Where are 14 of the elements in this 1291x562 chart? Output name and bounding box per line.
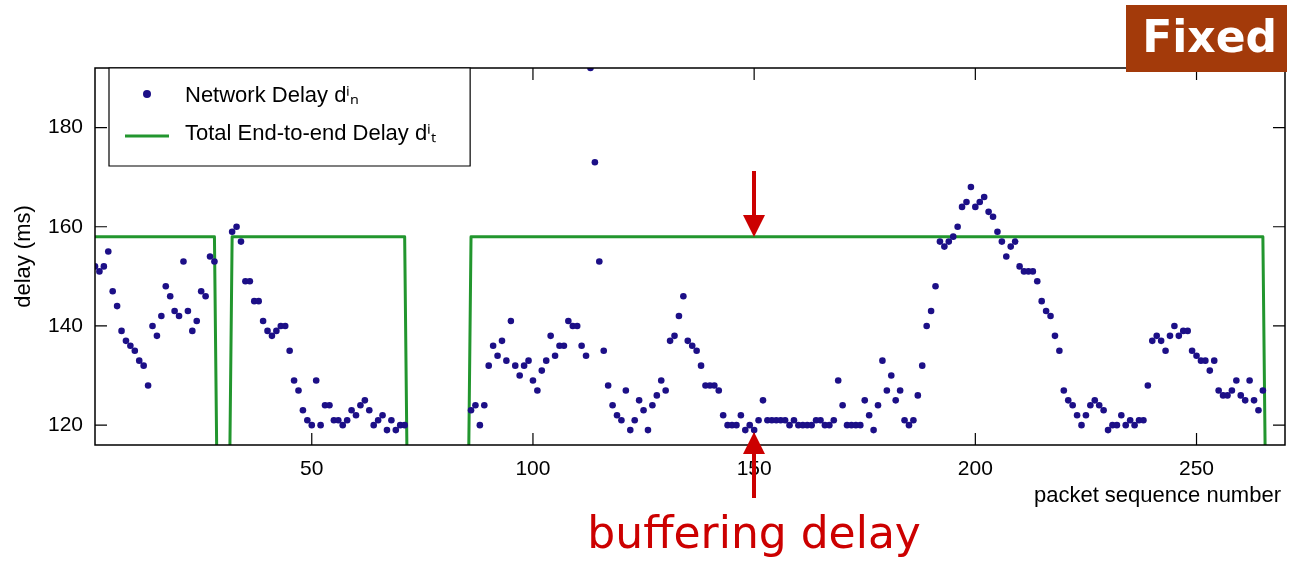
y-tick-label: 120 [47,411,83,435]
legend-label: Total End-to-end Delay dⁱₜ [185,120,437,146]
legend-label: Network Delay dⁱₙ [185,82,360,108]
text: Fixed [1126,5,1287,72]
x-axis-title: packet sequence number [1033,482,1281,508]
x-tick-label: 250 [1179,456,1215,480]
x-tick-label: 50 [300,456,324,480]
annotation: buffering delay [587,507,921,558]
y-tick-label: 160 [47,213,83,237]
y-tick-label: 140 [47,312,83,336]
y-tick-label: 180 [47,114,83,138]
x-tick-label: 100 [515,456,551,480]
y-axis-title: delay (ms) [10,205,36,308]
x-tick-label: 200 [957,456,993,480]
